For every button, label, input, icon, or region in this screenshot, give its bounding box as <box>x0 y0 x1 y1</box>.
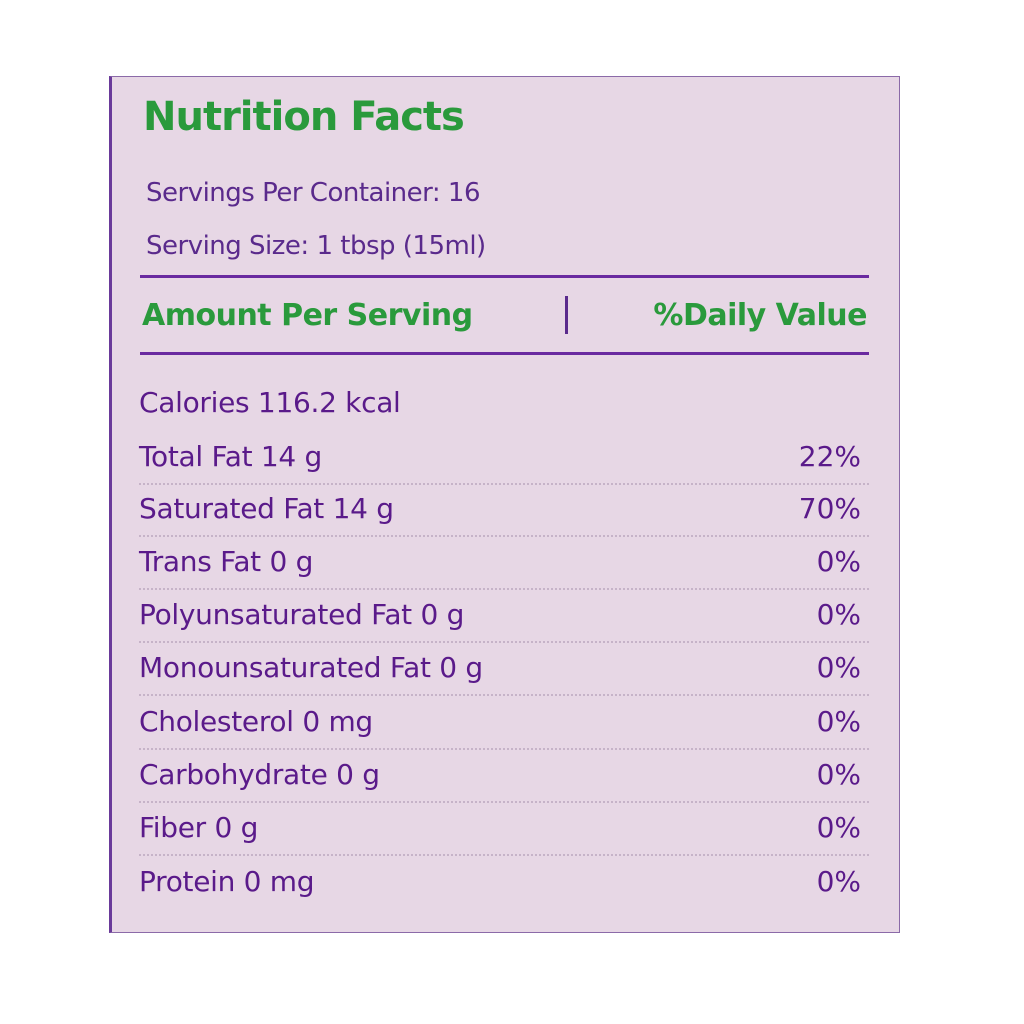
row-divider <box>139 588 869 590</box>
label-title: Nutrition Facts <box>143 94 465 140</box>
servings-per-container: Servings Per Container: 16 <box>146 178 481 208</box>
daily-value-heading: %Daily Value <box>653 298 867 333</box>
nutrient-row-total-fat: Total Fat 14 g 22% <box>139 432 869 485</box>
nutrient-name: Protein 0 mg <box>139 865 315 898</box>
nutrient-name: Saturated Fat 14 g <box>139 492 394 525</box>
nutrient-name: Total Fat 14 g <box>139 440 322 473</box>
nutrient-name: Cholesterol 0 mg <box>139 705 373 738</box>
amount-per-serving-heading: Amount Per Serving <box>142 298 473 333</box>
nutrition-label-panel <box>109 76 900 933</box>
row-divider <box>139 748 869 750</box>
nutrient-name: Monounsaturated Fat 0 g <box>139 651 483 684</box>
serving-size: Serving Size: 1 tbsp (15ml) <box>146 231 486 261</box>
row-divider <box>139 641 869 643</box>
nutrient-daily-value: 22% <box>798 440 861 473</box>
nutrient-row-saturated-fat: Saturated Fat 14 g 70% <box>139 484 869 537</box>
nutrient-daily-value: 0% <box>816 651 861 684</box>
nutrient-row-carbohydrate: Carbohydrate 0 g 0% <box>139 750 869 803</box>
nutrient-daily-value: 0% <box>816 598 861 631</box>
header-separator <box>565 296 568 334</box>
nutrient-row-protein: Protein 0 mg 0% <box>139 857 869 910</box>
nutrient-row-calories: Calories 116.2 kcal <box>139 378 869 431</box>
nutrient-daily-value: 0% <box>816 811 861 844</box>
nutrient-row-monounsaturated-fat: Monounsaturated Fat 0 g 0% <box>139 643 869 696</box>
header-bottom-rule <box>140 352 869 355</box>
header-top-rule <box>140 275 869 278</box>
row-divider <box>139 694 869 696</box>
row-divider <box>139 801 869 803</box>
nutrient-name: Calories 116.2 kcal <box>139 386 401 419</box>
nutrient-daily-value: 70% <box>798 492 861 525</box>
nutrient-row-trans-fat: Trans Fat 0 g 0% <box>139 537 869 590</box>
row-divider <box>139 535 869 537</box>
nutrient-name: Carbohydrate 0 g <box>139 758 380 791</box>
nutrient-name: Fiber 0 g <box>139 811 259 844</box>
nutrient-row-fiber: Fiber 0 g 0% <box>139 803 869 856</box>
nutrient-row-polyunsaturated-fat: Polyunsaturated Fat 0 g 0% <box>139 590 869 643</box>
row-divider <box>139 483 869 485</box>
nutrient-daily-value: 0% <box>816 705 861 738</box>
row-divider <box>139 854 869 856</box>
nutrient-daily-value: 0% <box>816 758 861 791</box>
nutrient-daily-value: 0% <box>816 545 861 578</box>
nutrient-daily-value: 0% <box>816 865 861 898</box>
nutrient-row-cholesterol: Cholesterol 0 mg 0% <box>139 697 869 750</box>
nutrient-name: Polyunsaturated Fat 0 g <box>139 598 465 631</box>
nutrient-name: Trans Fat 0 g <box>139 545 314 578</box>
